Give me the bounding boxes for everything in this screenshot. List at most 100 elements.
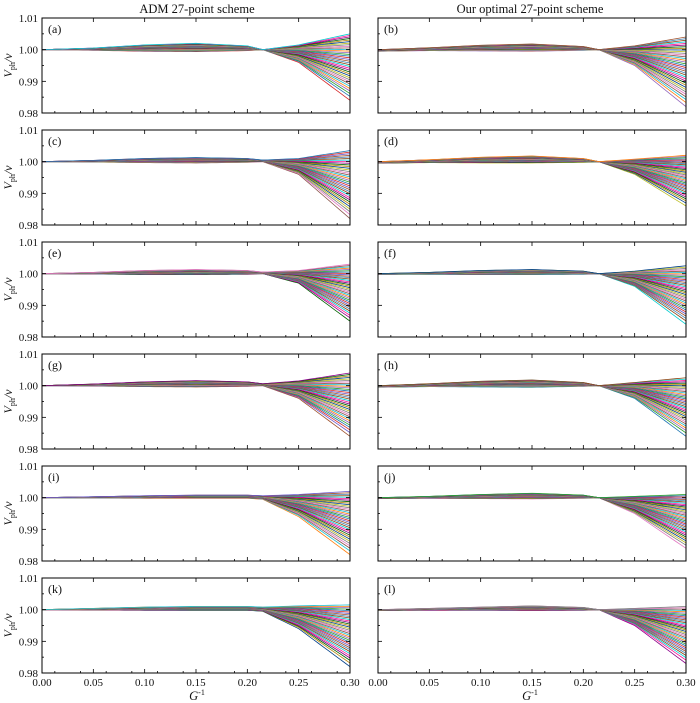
y-axis-label: Vph/v bbox=[1, 501, 17, 526]
series-line bbox=[41, 263, 351, 275]
panel-k: 0.00 0.05 0.10 0.15 0.20 0.25 0.30 0.98 0.99 1.00… bbox=[1, 573, 360, 689]
y-tick-label: 1.01 bbox=[19, 573, 38, 585]
x-tick-label: 0.10 bbox=[471, 677, 491, 689]
x-tick-label: 0.25 bbox=[289, 677, 309, 689]
panel-label: (i) bbox=[48, 470, 59, 484]
series-line bbox=[377, 36, 687, 51]
y-axis-label: Vph/v bbox=[1, 165, 17, 190]
x-tick-label: 0.05 bbox=[84, 677, 104, 689]
y-tick-label: 1.00 bbox=[19, 157, 39, 169]
y-axis-label-sub: ph bbox=[8, 510, 17, 518]
panel-label: (a) bbox=[48, 22, 61, 36]
y-axis-label: Vph/v bbox=[1, 613, 17, 638]
plot-frame bbox=[377, 241, 687, 338]
y-tick-label: 1.00 bbox=[19, 45, 39, 57]
panel-label: (c) bbox=[48, 134, 61, 148]
y-tick-label: 1.00 bbox=[19, 269, 39, 281]
panel-c: 0.98 0.99 1.00 1.01 (c) Vph/v bbox=[1, 125, 351, 232]
y-tick-label: 0.99 bbox=[19, 412, 39, 424]
y-axis-label: Vph/v bbox=[1, 53, 17, 78]
series-line bbox=[377, 154, 687, 163]
panel-j: (j) bbox=[377, 465, 687, 562]
series-line bbox=[377, 377, 687, 387]
x-tick-label: 0.30 bbox=[676, 677, 696, 689]
y-axis-label-sub: ph bbox=[8, 174, 17, 182]
y-axis-label-tail: /v bbox=[1, 613, 15, 623]
y-tick-label: 0.98 bbox=[19, 220, 39, 232]
panel-l: 0.00 0.05 0.10 0.15 0.20 0.25 0.30 (l) bbox=[368, 577, 696, 689]
panel-g: 0.98 0.99 1.00 1.01 (g) Vph/v bbox=[1, 349, 351, 456]
y-axis-label-main: V bbox=[1, 181, 15, 190]
y-tick-label: 1.01 bbox=[19, 461, 38, 473]
y-tick-label: 0.99 bbox=[19, 300, 39, 312]
y-axis-label-sub: ph bbox=[8, 398, 17, 406]
y-tick-label: 0.98 bbox=[19, 556, 39, 568]
column-title-left: ADM 27-point scheme bbox=[139, 2, 255, 16]
y-tick-label: 0.98 bbox=[19, 108, 39, 120]
y-axis-label-main: V bbox=[1, 69, 15, 78]
x-tick-label: 0.20 bbox=[238, 677, 258, 689]
panel-label: (g) bbox=[48, 358, 62, 372]
y-tick-label: 1.00 bbox=[19, 493, 39, 505]
y-axis-label-sub: ph bbox=[8, 286, 17, 294]
y-tick-label: 1.01 bbox=[19, 237, 38, 249]
panel-label: (d) bbox=[384, 134, 398, 148]
y-axis-label: Vph/v bbox=[1, 389, 17, 414]
x-tick-label: 0.10 bbox=[135, 677, 155, 689]
series-line bbox=[377, 265, 687, 275]
y-axis-label-tail: /v bbox=[1, 501, 15, 511]
y-tick-label: 1.01 bbox=[19, 349, 38, 361]
x-axis-label-right: G-1 bbox=[522, 688, 538, 703]
y-axis-label: Vph/v bbox=[1, 277, 17, 302]
y-axis-label-tail: /v bbox=[1, 53, 15, 63]
panel-f: (f) bbox=[377, 241, 687, 338]
x-axis-label-sup: -1 bbox=[531, 688, 538, 697]
series-line bbox=[377, 605, 687, 611]
series-line bbox=[41, 33, 351, 51]
series-line bbox=[41, 490, 351, 499]
plot-frame bbox=[41, 241, 351, 338]
y-tick-label: 0.99 bbox=[19, 636, 39, 648]
panel-d: (d) bbox=[377, 129, 687, 226]
series-line bbox=[41, 150, 351, 163]
panel-i: 0.98 0.99 1.00 1.01 (i) Vph/v bbox=[1, 461, 351, 568]
x-tick-label: 0.15 bbox=[186, 677, 206, 689]
x-tick-label: 0.20 bbox=[574, 677, 594, 689]
y-axis-label-main: V bbox=[1, 293, 15, 302]
plot-frame bbox=[41, 353, 351, 450]
x-tick-label: 0.15 bbox=[522, 677, 542, 689]
x-axis-label-main: G bbox=[189, 689, 198, 703]
y-tick-label: 1.00 bbox=[19, 381, 39, 393]
y-axis-label-main: V bbox=[1, 405, 15, 414]
y-tick-label: 0.98 bbox=[19, 668, 39, 680]
y-axis-label-main: V bbox=[1, 629, 15, 638]
panel-label: (e) bbox=[48, 246, 61, 260]
y-axis-label-tail: /v bbox=[1, 277, 15, 287]
x-tick-label: 0.30 bbox=[340, 677, 360, 689]
x-tick-label: 0.00 bbox=[32, 677, 52, 689]
series-line bbox=[41, 372, 351, 387]
y-axis-label-main: V bbox=[1, 517, 15, 526]
panel-label: (h) bbox=[384, 358, 398, 372]
plot-frame bbox=[377, 353, 687, 450]
column-title-right: Our optimal 27-point scheme bbox=[457, 2, 604, 16]
x-axis-label-main: G bbox=[522, 689, 531, 703]
panel-label: (j) bbox=[384, 470, 395, 484]
series-line bbox=[377, 492, 687, 499]
y-tick-label: 0.99 bbox=[19, 524, 39, 536]
y-tick-label: 1.01 bbox=[19, 13, 38, 25]
x-tick-label: 0.25 bbox=[625, 677, 645, 689]
panel-b: (b) bbox=[377, 17, 687, 114]
y-axis-label-tail: /v bbox=[1, 389, 15, 399]
x-axis-label-sup: -1 bbox=[198, 688, 205, 697]
y-tick-label: 1.00 bbox=[19, 605, 39, 617]
y-tick-label: 0.99 bbox=[19, 76, 39, 88]
plot-frame bbox=[41, 17, 351, 114]
y-tick-label: 0.99 bbox=[19, 188, 39, 200]
panel-h: (h) bbox=[377, 353, 687, 450]
panel-label: (k) bbox=[48, 582, 62, 596]
panels-group: 0.98 0.99 1.00 1.01 (a) Vph/v (b) 0.98 0.99 1.00 1… bbox=[1, 13, 696, 689]
panel-label: (f) bbox=[384, 246, 396, 260]
panel-label: (l) bbox=[384, 582, 395, 596]
